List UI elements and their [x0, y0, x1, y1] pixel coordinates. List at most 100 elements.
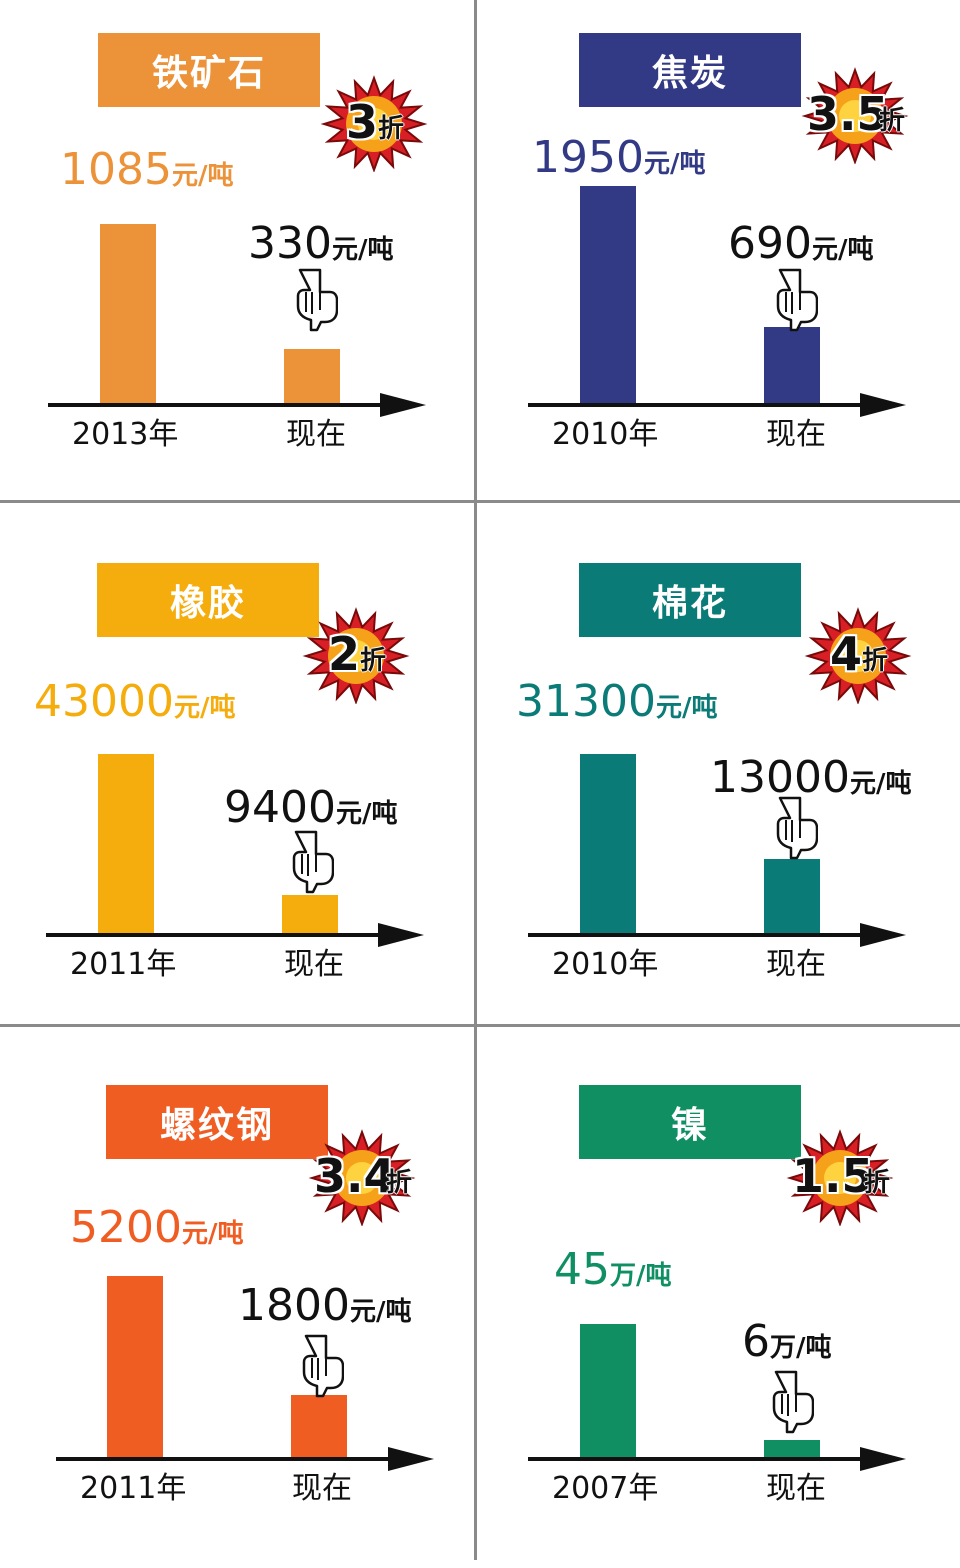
- x-axis-arrow: [860, 393, 906, 417]
- value-unit: 元/吨: [335, 799, 398, 829]
- tick-label-start-year: 2011年: [80, 1471, 187, 1506]
- data-label-start-year: 1085元/吨: [60, 148, 233, 192]
- tick-label-now: 现在: [284, 947, 344, 982]
- value-unit: 元/吨: [655, 693, 718, 723]
- value-number: 5200: [70, 1202, 182, 1253]
- chart-title: 棉花: [579, 563, 801, 637]
- chart-title: 铁矿石: [98, 33, 320, 107]
- value-unit: 元/吨: [331, 235, 394, 265]
- chart-title: 橡胶: [97, 563, 319, 637]
- chart-panel-6: 镍 1.5 折 45万/吨 6万/吨 2007年 现在: [480, 1048, 960, 1568]
- discount-badge: 3.4 折: [306, 1126, 418, 1226]
- value-number: 330: [248, 218, 332, 269]
- discount-suffix: 折: [386, 1168, 413, 1198]
- data-label-now: 9400元/吨: [224, 786, 397, 830]
- tick-label-start-year: 2013年: [72, 417, 179, 452]
- discount-value: 1.5: [792, 1149, 874, 1203]
- data-label-now: 6万/吨: [742, 1320, 832, 1364]
- value-unit: 元/吨: [181, 1219, 244, 1249]
- pointing-hand: [766, 796, 819, 860]
- tick-label-now: 现在: [286, 417, 346, 452]
- tick-label-start-year: 2010年: [552, 947, 659, 982]
- value-number: 690: [728, 218, 812, 269]
- bar-start-year: [580, 186, 636, 404]
- x-axis: [528, 933, 860, 937]
- discount-suffix: 折: [378, 114, 405, 144]
- bar-start-year: [98, 754, 154, 934]
- discount-suffix: 折: [862, 646, 889, 676]
- x-axis-arrow: [378, 923, 424, 947]
- tick-label-start-year: 2007年: [552, 1471, 659, 1506]
- data-label-start-year: 43000元/吨: [34, 680, 235, 724]
- value-unit: 元/吨: [349, 1297, 412, 1327]
- bar-now: [291, 1395, 347, 1458]
- chart-panel-1: 铁矿石 3 折 1085元/吨 330元/吨 2013年 现在: [0, 0, 480, 520]
- x-axis-arrow: [388, 1447, 434, 1471]
- pointing-hand-icon: [292, 830, 335, 894]
- data-label-now: 1800元/吨: [238, 1284, 411, 1328]
- bar-start-year: [580, 754, 636, 934]
- bar-now: [764, 327, 820, 404]
- pointing-hand-icon: [296, 268, 339, 332]
- chart-title: 焦炭: [579, 33, 801, 107]
- discount-value: 2: [328, 627, 361, 681]
- discount-value: 4: [830, 627, 863, 681]
- bar-now: [284, 349, 340, 404]
- data-label-now: 690元/吨: [728, 222, 873, 266]
- explosion-icon: [801, 67, 909, 164]
- pointing-hand: [282, 830, 335, 894]
- value-number: 6: [742, 1316, 770, 1367]
- discount-suffix: 折: [864, 1168, 891, 1198]
- chart-panel-4: 棉花 4 折 31300元/吨 13000元/吨 2010年 现在: [480, 524, 960, 1044]
- data-label-now: 330元/吨: [248, 222, 393, 266]
- x-axis: [48, 403, 380, 407]
- discount-badge: 1.5 折: [784, 1126, 896, 1226]
- discount-value: 3: [346, 95, 379, 149]
- explosion-icon: [320, 75, 428, 172]
- bar-start-year: [100, 224, 156, 404]
- pointing-hand: [766, 268, 819, 332]
- x-axis: [528, 1457, 860, 1461]
- pointing-hand-icon: [776, 268, 819, 332]
- vertical-divider: [474, 0, 477, 1560]
- pointing-hand: [762, 1370, 815, 1434]
- x-axis-arrow: [380, 393, 426, 417]
- x-axis: [46, 933, 378, 937]
- x-axis: [56, 1457, 388, 1461]
- tick-label-start-year: 2011年: [70, 947, 177, 982]
- value-unit: 元/吨: [643, 149, 706, 179]
- discount-suffix: 折: [879, 106, 906, 136]
- data-label-start-year: 1950元/吨: [532, 136, 705, 180]
- bar-start-year: [580, 1324, 636, 1458]
- x-axis: [528, 403, 860, 407]
- value-unit: 元/吨: [173, 693, 236, 723]
- tick-label-now: 现在: [292, 1471, 352, 1506]
- value-unit: 万/吨: [610, 1261, 672, 1291]
- data-label-start-year: 5200元/吨: [70, 1206, 243, 1250]
- value-number: 43000: [34, 676, 174, 727]
- tick-label-now: 现在: [766, 947, 826, 982]
- tick-label-now: 现在: [766, 1471, 826, 1506]
- pointing-hand-icon: [772, 1370, 815, 1434]
- explosion-icon: [804, 607, 912, 704]
- discount-value: 3.4: [314, 1149, 396, 1203]
- pointing-hand: [292, 1334, 345, 1398]
- bar-start-year: [107, 1276, 163, 1458]
- pointing-hand: [286, 268, 339, 332]
- value-unit: 元/吨: [171, 161, 234, 191]
- explosion-icon: [302, 607, 410, 704]
- value-number: 31300: [516, 676, 656, 727]
- value-number: 1950: [532, 132, 644, 183]
- discount-badge: 3.5 折: [799, 64, 911, 164]
- value-unit: 元/吨: [849, 769, 912, 799]
- explosion-icon: [308, 1129, 416, 1226]
- value-number: 13000: [710, 752, 850, 803]
- discount-suffix: 折: [360, 646, 387, 676]
- explosion-icon: [786, 1129, 894, 1226]
- bar-now: [282, 895, 338, 934]
- chart-panel-5: 螺纹钢 3.4 折 5200元/吨 1800元/吨 2011年 现在: [0, 1048, 480, 1568]
- data-label-start-year: 45万/吨: [554, 1248, 672, 1292]
